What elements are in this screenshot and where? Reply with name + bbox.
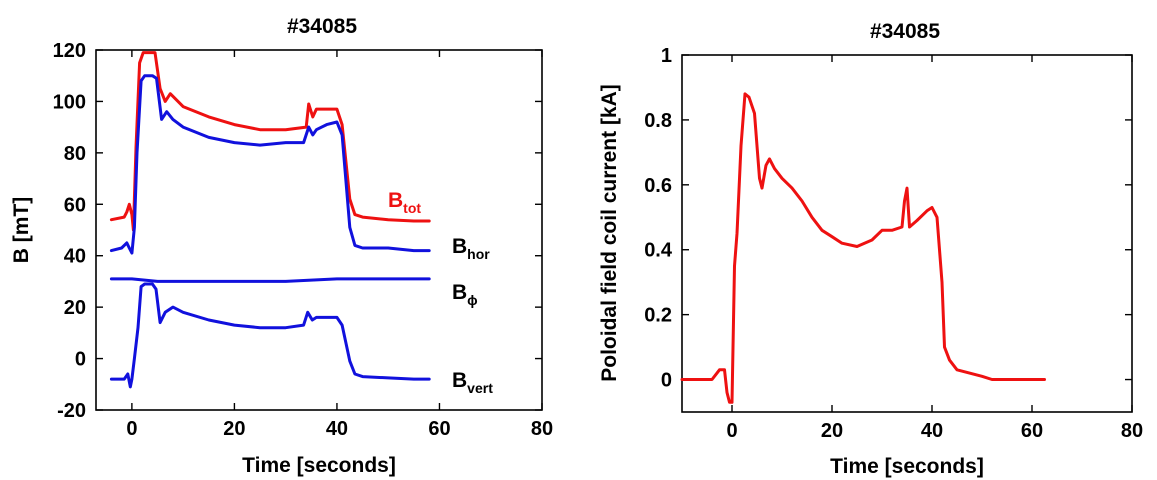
y-tick-label: -20 [57, 400, 86, 422]
x-tick-label: 40 [326, 418, 348, 440]
x-tick-label: 0 [726, 420, 737, 442]
series-label-b-phi: Bϕ [452, 281, 478, 308]
x-ticks: 0 20 40 60 80 [126, 50, 553, 440]
plot-frame [95, 49, 543, 411]
y-axis-label: B [mT] [10, 197, 33, 264]
series-label-b-hor: Bhor [452, 235, 490, 262]
y-tick-label: 80 [64, 143, 86, 165]
x-ticks: 0 20 40 60 80 [726, 55, 1143, 442]
series-line-b-tot [109, 51, 431, 232]
y-tick-label: 0.2 [644, 305, 672, 327]
y-ticks: 0 0.2 0.4 0.6 0.8 1 [644, 45, 1132, 392]
y-tick-label: 0.6 [644, 175, 672, 197]
y-tick-label: 40 [64, 246, 86, 268]
chart-title: #34085 [287, 15, 357, 38]
y-tick-label: 1 [661, 45, 672, 67]
x-tick-label: 20 [821, 420, 843, 442]
series-line-current [680, 92, 1046, 404]
y-tick-label: 0 [661, 370, 672, 392]
series-lines [680, 92, 1046, 404]
x-tick-label: 20 [223, 418, 245, 440]
y-tick-label: 0.8 [644, 110, 672, 132]
x-tick-label: 80 [531, 418, 553, 440]
y-tick-label: 120 [53, 40, 86, 62]
y-tick-label: 100 [53, 91, 86, 113]
left-chart: #34085 0 20 40 60 80 -20 0 20 40 60 80 100 120 Time… [10, 15, 553, 477]
plot-frame [681, 54, 1133, 413]
series-line-b-phi [109, 277, 431, 283]
x-axis-label: Time [seconds] [830, 455, 984, 478]
y-tick-label: 20 [64, 297, 86, 319]
y-tick-label: 0 [75, 349, 86, 371]
x-tick-label: 60 [1021, 420, 1043, 442]
x-tick-label: 60 [428, 418, 450, 440]
right-chart: #34085 0 20 40 60 80 0 0.2 0.4 0.6 0.8 1 Time [se… [598, 20, 1143, 478]
series-lines [109, 51, 431, 389]
series-line-b-hor [109, 74, 431, 255]
series-label-b-tot: Btot [388, 189, 421, 216]
chart-title: #34085 [870, 20, 940, 43]
y-ticks: -20 0 20 40 60 80 100 120 [53, 40, 542, 422]
y-tick-label: 0.4 [644, 240, 673, 262]
x-tick-label: 0 [126, 418, 137, 440]
series-label-b-vert: Bvert [452, 369, 493, 396]
x-tick-label: 80 [1121, 420, 1143, 442]
x-axis-label: Time [seconds] [242, 454, 396, 477]
x-tick-label: 40 [921, 420, 943, 442]
y-axis-label: Poloidal field coil current [kA] [598, 84, 621, 382]
series-labels: Btot Bhor Bϕ Bvert [388, 189, 493, 396]
y-tick-label: 60 [64, 194, 86, 216]
series-line-b-vert [109, 282, 431, 389]
